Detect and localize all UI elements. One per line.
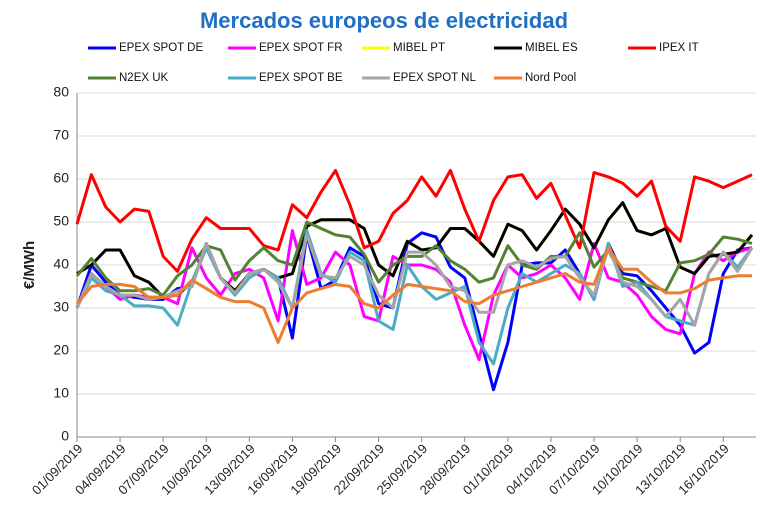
y-tick-label: 50 xyxy=(53,213,69,229)
y-tick-label: 60 xyxy=(53,170,69,186)
legend-label: N2EX UK xyxy=(119,72,169,84)
legend-label: MIBEL PT xyxy=(393,42,445,54)
series-line xyxy=(75,246,752,344)
legend-label: IPEX IT xyxy=(659,42,699,54)
chart-title: Mercados europeos de electricidad xyxy=(200,8,568,33)
y-tick-label: 30 xyxy=(53,299,69,315)
y-tick-label: 70 xyxy=(53,127,69,143)
y-tick-label: 80 xyxy=(53,84,69,100)
legend-label: EPEX SPOT FR xyxy=(259,42,343,54)
legend-label: EPEX SPOT BE xyxy=(259,72,343,84)
y-tick-label: 40 xyxy=(53,256,69,272)
series-line xyxy=(75,168,753,273)
series-line xyxy=(75,229,754,366)
y-tick-label: 10 xyxy=(53,385,69,401)
y-tick-label: 0 xyxy=(61,428,69,444)
y-tick-label: 20 xyxy=(53,342,69,358)
legend-label: EPEX SPOT DE xyxy=(119,42,203,54)
series-line xyxy=(75,233,754,327)
y-axis-label: €/MWh xyxy=(21,241,38,289)
series-line xyxy=(75,229,753,362)
legend-label: Nord Pool xyxy=(525,72,576,84)
legend-label: EPEX SPOT NL xyxy=(393,72,476,84)
legend-label: MIBEL ES xyxy=(525,42,578,54)
